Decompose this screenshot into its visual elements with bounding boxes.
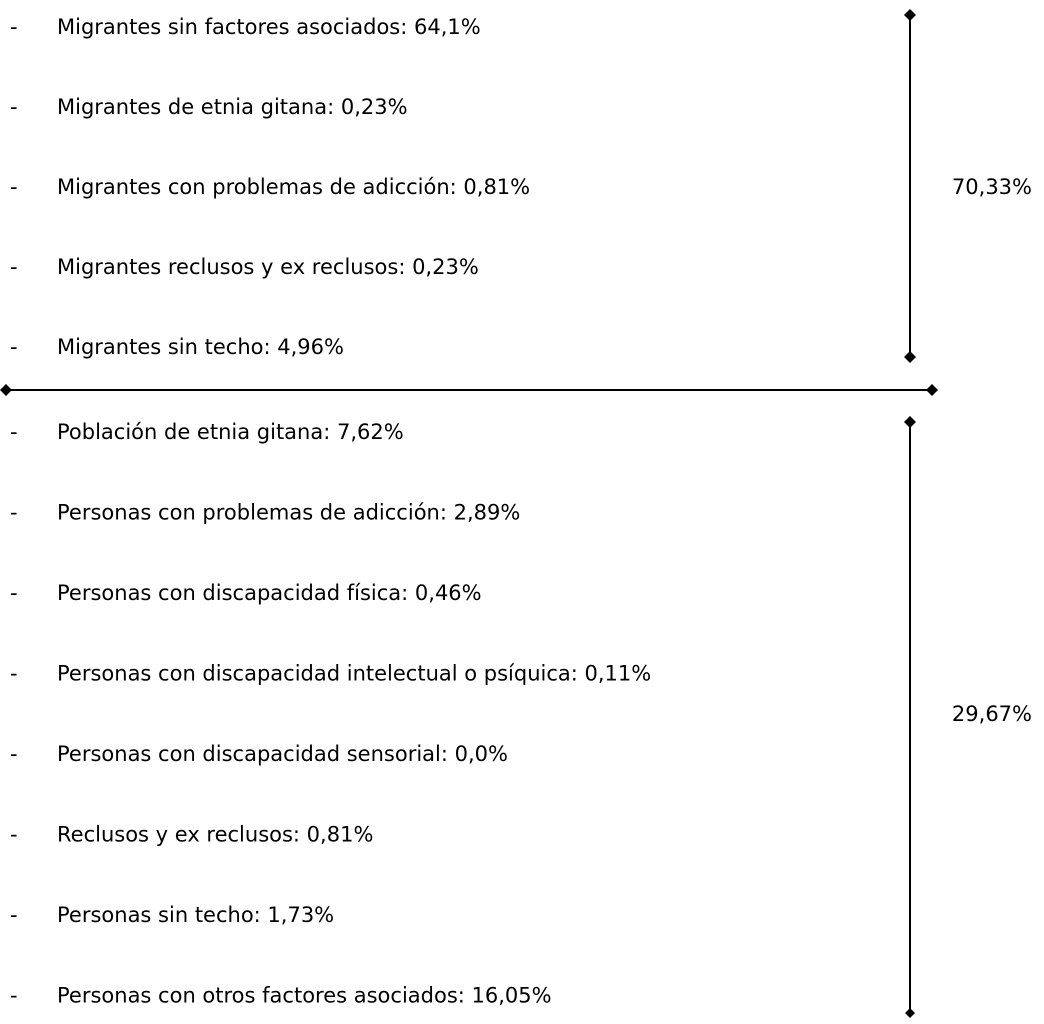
list-item: Migrantes sin techo: 4,96% bbox=[57, 335, 344, 359]
bullet: - bbox=[10, 984, 18, 1008]
bracket-end bbox=[904, 351, 916, 363]
group-total: 29,67% bbox=[952, 702, 1032, 726]
bullet: - bbox=[10, 15, 18, 39]
bullet: - bbox=[10, 255, 18, 279]
bullet: - bbox=[10, 903, 18, 927]
list-item: Migrantes reclusos y ex reclusos: 0,23% bbox=[57, 255, 479, 279]
bracket-end bbox=[904, 9, 916, 21]
bullet: - bbox=[10, 662, 18, 686]
group-total: 70,33% bbox=[952, 175, 1032, 199]
bracket-end bbox=[905, 1008, 915, 1018]
list-item: Reclusos y ex reclusos: 0,81% bbox=[57, 823, 373, 847]
list-item: Migrantes con problemas de adicción: 0,8… bbox=[57, 175, 530, 199]
list-item: Migrantes de etnia gitana: 0,23% bbox=[57, 95, 408, 119]
bracket-end bbox=[904, 416, 916, 428]
list-item: Personas con discapacidad sensorial: 0,0… bbox=[57, 742, 508, 766]
bullet: - bbox=[10, 581, 18, 605]
bullet: - bbox=[10, 335, 18, 359]
bullet: - bbox=[10, 742, 18, 766]
list-item: Personas sin techo: 1,73% bbox=[57, 903, 334, 927]
bullet: - bbox=[10, 823, 18, 847]
bullet: - bbox=[10, 501, 18, 525]
list-item: Personas con otros factores asociados: 1… bbox=[57, 984, 552, 1008]
list-item: Personas con discapacidad física: 0,46% bbox=[57, 581, 482, 605]
list-item: Población de etnia gitana: 7,62% bbox=[57, 420, 404, 444]
bullet: - bbox=[10, 95, 18, 119]
bullet: - bbox=[10, 175, 18, 199]
divider-end bbox=[926, 384, 938, 396]
list-item: Personas con discapacidad intelectual o … bbox=[57, 662, 651, 686]
list-item: Personas con problemas de adicción: 2,89… bbox=[57, 501, 520, 525]
divider-end bbox=[0, 384, 12, 396]
list-item: Migrantes sin factores asociados: 64,1% bbox=[57, 15, 481, 39]
bullet: - bbox=[10, 420, 18, 444]
